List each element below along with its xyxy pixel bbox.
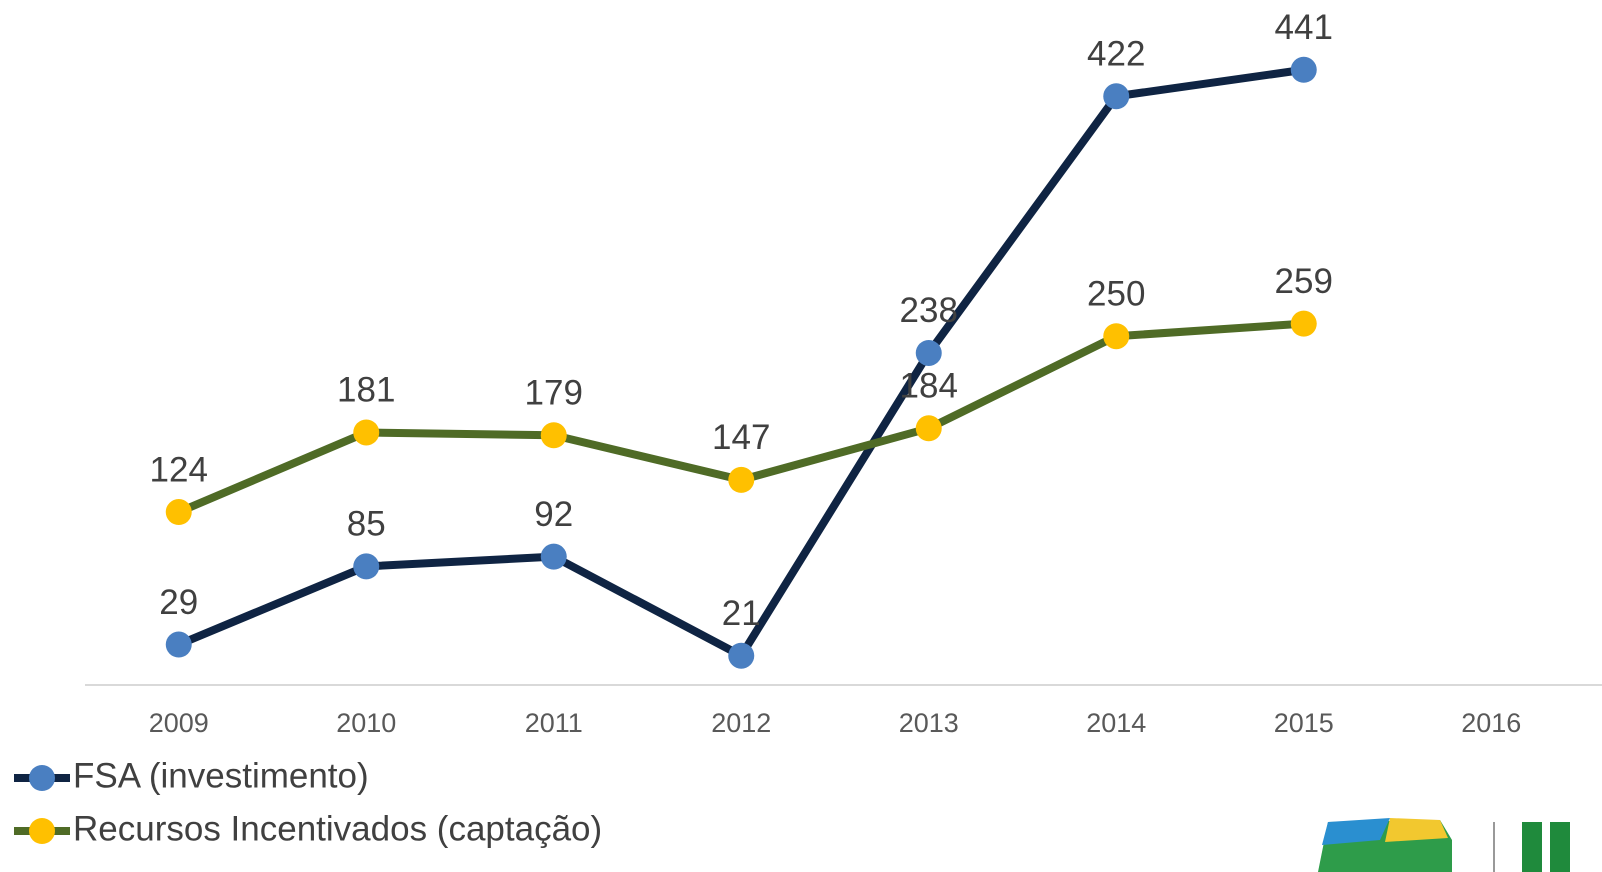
data-label: 238 — [900, 291, 958, 330]
series-line — [177, 65, 1305, 660]
data-label: 85 — [347, 505, 386, 544]
legend-marker — [29, 818, 55, 844]
legend-label: FSA (investimento) — [73, 756, 369, 795]
marker — [728, 642, 755, 669]
marker — [540, 543, 567, 570]
data-label: 179 — [525, 374, 583, 413]
data-label: 21 — [722, 594, 761, 633]
x-tick-label: 2009 — [149, 708, 209, 738]
data-label: 181 — [337, 371, 395, 410]
marker — [165, 631, 192, 658]
marker — [1290, 310, 1317, 337]
x-tick-label: 2016 — [1461, 708, 1521, 738]
legend-marker — [29, 765, 55, 791]
x-tick-label: 2010 — [336, 708, 396, 738]
data-label: 422 — [1087, 35, 1145, 74]
x-tick-label: 2012 — [711, 708, 771, 738]
x-tick-label: 2014 — [1086, 708, 1146, 738]
data-label: 29 — [159, 583, 198, 622]
data-label: 184 — [900, 367, 958, 406]
x-tick-label: 2015 — [1274, 708, 1334, 738]
marker — [915, 339, 942, 366]
data-label: 441 — [1275, 8, 1333, 47]
marker — [915, 415, 942, 442]
data-label: 147 — [712, 418, 770, 457]
marker — [1103, 83, 1130, 110]
data-label: 124 — [150, 450, 208, 489]
marker — [540, 422, 567, 449]
marker — [353, 553, 380, 580]
data-label: 250 — [1087, 274, 1145, 313]
data-label: 259 — [1275, 262, 1333, 301]
data-label: 92 — [534, 495, 573, 534]
x-tick-label: 2013 — [899, 708, 959, 738]
marker — [353, 419, 380, 446]
marker — [1103, 323, 1130, 350]
legend-label: Recursos Incentivados (captação) — [73, 809, 602, 848]
logo — [1318, 818, 1570, 872]
marker — [728, 466, 755, 493]
x-tick-label: 2011 — [525, 708, 583, 738]
marker — [1290, 56, 1317, 83]
marker — [165, 499, 192, 526]
